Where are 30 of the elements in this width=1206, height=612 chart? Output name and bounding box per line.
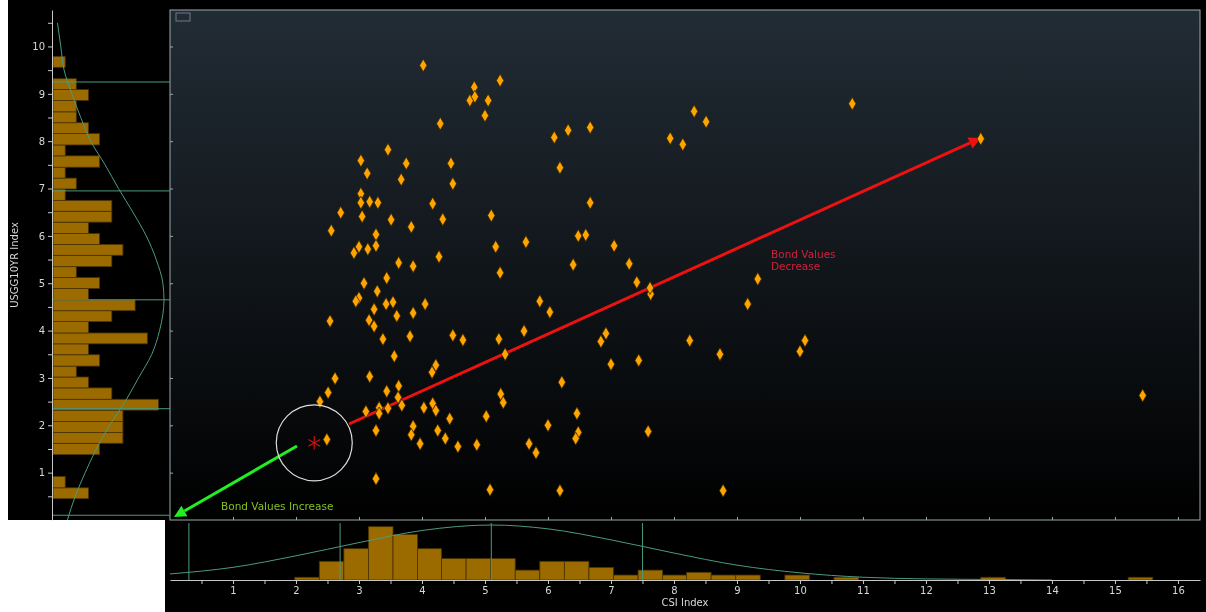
x-tick-label: 16 — [1172, 585, 1185, 597]
x-tick-label: 1 — [230, 585, 237, 597]
x-tick-label: 8 — [671, 585, 678, 597]
annotation: Bond Values Increase — [221, 500, 334, 512]
y-tick-label: 5 — [38, 277, 45, 289]
x-tick-label: 4 — [419, 585, 426, 597]
x-tick-label: 15 — [1109, 585, 1122, 597]
y-tick-label: 7 — [38, 183, 45, 195]
x-tick-label: 14 — [1046, 585, 1059, 597]
x-tick-label: 9 — [734, 585, 741, 597]
x-tick-label: 12 — [920, 585, 933, 597]
y-tick-label: 9 — [38, 88, 45, 100]
y-tick-label: 1 — [38, 467, 45, 479]
y-tick-label: 10 — [32, 41, 45, 53]
y-tick-label: 8 — [38, 135, 45, 147]
x-tick-label: 11 — [857, 585, 870, 597]
x-tick-label: 3 — [356, 585, 363, 597]
x-tick-label: 13 — [983, 585, 996, 597]
x-tick-label: 2 — [293, 585, 300, 597]
y-tick-label: 4 — [38, 325, 45, 337]
y-tick-label: 6 — [38, 230, 45, 242]
x-tick-label: 5 — [482, 585, 489, 597]
y-tick-label: 2 — [38, 419, 45, 431]
x-axis-title: CSI Index — [661, 597, 709, 608]
annotation: Bond Values Decrease — [771, 248, 836, 273]
x-tick-label: 6 — [545, 585, 552, 597]
x-tick-label: 7 — [608, 585, 615, 597]
y-tick-label: 3 — [38, 372, 45, 384]
x-tick-label: 10 — [794, 585, 807, 597]
y-axis-title: USGG10YR Index — [9, 222, 20, 308]
